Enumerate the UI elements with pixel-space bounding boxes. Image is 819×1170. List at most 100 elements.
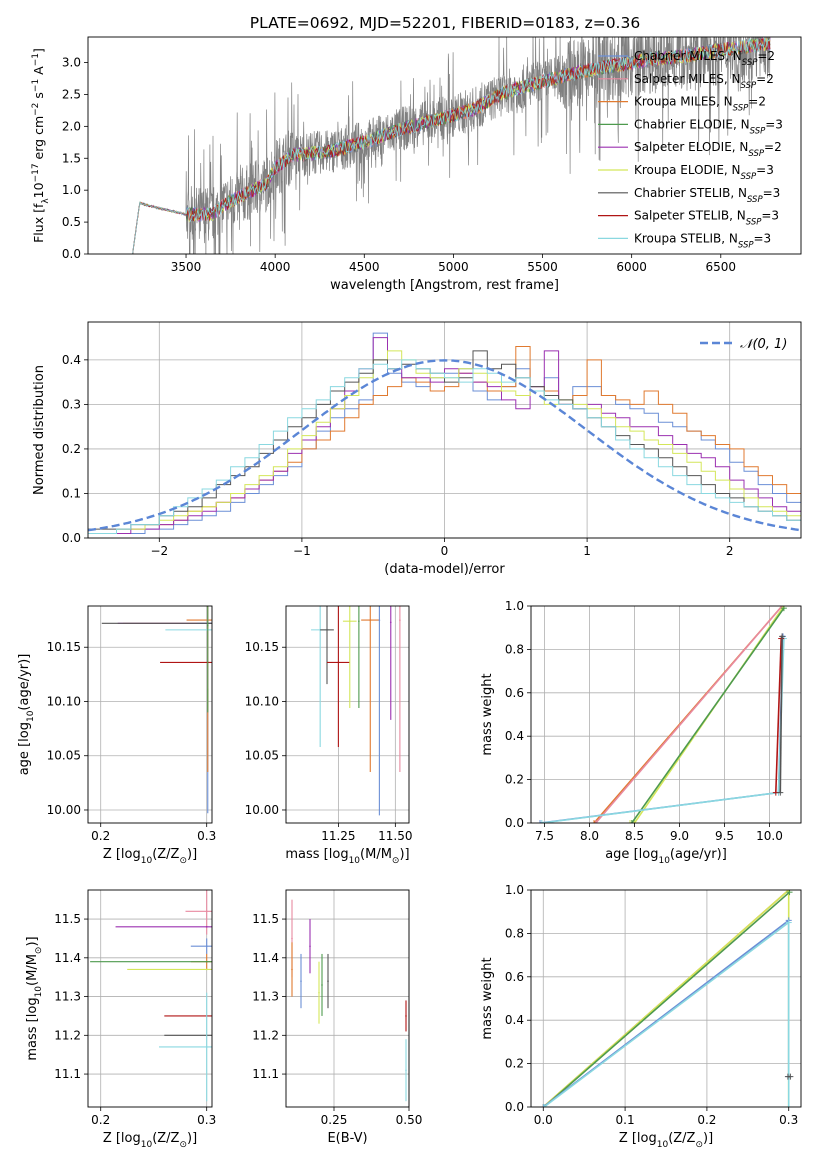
y-tick-label: 0.8 [505,642,524,656]
model-line-salpeter_elodie [132,37,771,254]
plot-area-age_vs_z [101,606,212,814]
panel-age_vs_z: 0.2 0.3 10.00 10.05 10.10 10.15 Z [log10(Z/Z⊙)… [17,605,216,866]
plot-area-mass_vs_ebv [291,899,407,1102]
x-tick-label: −1 [293,544,311,558]
x-tick-label: 5000 [438,260,469,274]
data-point-salpeter_miles [205,910,208,913]
series-line-kroupa_stelib [543,920,790,1107]
y-tick-label: 11.4 [54,951,81,965]
legend-label: Chabrier ELODIE, NSSP=3 [634,117,783,136]
y-tick-label: 1.5 [62,151,81,165]
y-tick-label: 11.2 [252,1028,279,1042]
y-axis-label: Normed distribution [32,365,47,495]
y-tick-label: 2.5 [62,87,81,101]
y-tick-label: 11.3 [252,990,279,1004]
x-axis-label: (data-model)/error [384,562,505,577]
y-tick-label: 11.1 [252,1067,279,1081]
axes-frame [87,321,802,539]
series-line-chabrier_elodie [543,891,791,1107]
data-point-salpeter_miles [291,937,293,940]
y-tick-label: 11.3 [54,990,81,1004]
data-point-chabrier_stelib [326,629,328,631]
data-point-salpeter_elodie [205,926,208,928]
plot-area-massweight_vs_age [537,606,787,823]
y-tick-label: 10.00 [47,803,81,817]
x-axis-label: wavelength [Angstrom, rest frame] [330,278,559,293]
data-point-salpeter_elodie [309,945,311,947]
panel-massweight_vs_z: 0.0 0.1 0.2 0.3 0.0 0.2 0.4 0.6 0.8 1.0 Z [log10(Z… [480,883,802,1150]
y-axis-label: mass weight [480,673,495,755]
axes-frame [87,889,213,1108]
axes-frame [87,36,802,255]
plot-area-residuals [88,332,801,538]
legend-label: Chabrier MILES, NSSP=2 [634,49,775,68]
gaussian-curve [88,359,801,532]
y-tick-label: 0.4 [505,729,524,743]
data-point-kroupa_elodie [318,991,320,994]
legend-label: Salpeter MILES, NSSP=2 [634,72,774,91]
data-spectrum-line [132,37,771,254]
y-tick-label: 10.10 [245,694,279,708]
y-tick-label: 0.3 [62,397,81,411]
x-tick-label: −2 [150,544,168,558]
data-point-chabrier_stelib [327,980,329,982]
data-point-kroupa_elodie [205,968,208,971]
x-tick-label: 5500 [527,260,558,274]
x-axis-label: mass [log10(M/M⊙)] [285,847,409,866]
y-tick-label: 0.6 [505,970,524,984]
x-tick-label: 0.3 [197,829,216,843]
data-point-salpeter_miles [399,619,401,621]
legend-label: Salpeter ELODIE, NSSP=2 [634,140,782,159]
data-point-kroupa_stelib [405,1069,407,1071]
x-tick-label: 0.2 [91,829,110,843]
model-line-chabrier_stelib [132,37,771,254]
data-point-chabrier_miles [300,980,302,982]
axes-frame [530,605,802,824]
x-tick-label: 9.0 [670,829,689,843]
x-tick-label: 3500 [171,260,202,274]
data-point-chabrier_elodie [206,624,209,627]
series-line-kroupa_elodie [630,606,785,823]
legend: Chabrier MILES, NSSP=2 Salpeter MILES, NS… [598,49,783,250]
y-tick-label: 0.4 [505,1013,524,1027]
x-tick-label: 6500 [706,260,737,274]
y-tick-label: 0.1 [62,486,81,500]
y-tick-label: 0.0 [505,816,524,830]
data-point-chabrier_miles [378,619,381,621]
y-tick-label: 2.0 [62,119,81,133]
y-tick-label: 11.5 [54,912,81,926]
y-tick-label: 0.5 [62,215,81,229]
data-point-kroupa_elodie [348,620,351,622]
x-tick-label: 10.0 [756,829,783,843]
x-tick-label: 0 [441,544,449,558]
data-point-salpeter_elodie [389,621,392,624]
y-tick-label: 0.6 [505,686,524,700]
data-point-kroupa_miles [369,619,372,621]
x-tick-label: 0.50 [396,1113,423,1127]
legend-label: 𝒩(0, 1) [740,337,787,352]
x-tick-label: 8.0 [580,829,599,843]
x-tick-label: 4500 [349,260,380,274]
y-tick-label: 10.05 [47,749,81,763]
x-axis-label: Z [log10(Z/Z⊙)] [619,1131,713,1150]
grid-mass_vs_z [88,890,212,1107]
series-line-salpeter_stelib [775,638,782,793]
model-line-kroupa_stelib [132,37,771,254]
x-tick-label: 0.1 [616,1113,635,1127]
grid-residuals [88,322,801,539]
y-axis-label: mass [log10(M/M⊙)] [25,936,44,1060]
y-tick-label: 11.5 [252,912,279,926]
legend-label: Salpeter STELIB, NSSP=3 [634,209,779,228]
x-tick-label: 0.25 [321,1113,348,1127]
plot-area-massweight_vs_z [540,890,794,1107]
legend-label: Kroupa STELIB, NSSP=3 [634,231,771,250]
data-point-chabrier_miles [205,945,208,947]
x-tick-label: 11.50 [378,829,412,843]
plot-area-spectrum [132,37,771,254]
y-tick-label: 3.0 [62,56,81,70]
x-tick-label: 0.2 [697,1113,716,1127]
y-tick-label: 0.0 [62,531,81,545]
y-tick-label: 1.0 [62,183,81,197]
data-point-kroupa_stelib [205,1046,208,1048]
